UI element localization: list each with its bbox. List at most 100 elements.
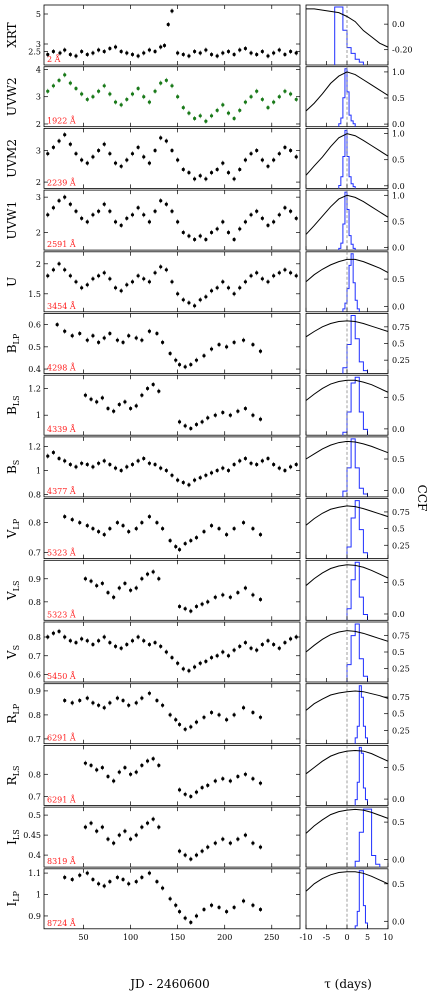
data-point: [83, 393, 88, 397]
data-point: [294, 462, 298, 467]
data-point: [277, 271, 281, 275]
time-tick-label: 100: [123, 933, 138, 942]
data-point: [142, 213, 146, 217]
data-point: [127, 882, 131, 886]
data-point: [85, 283, 89, 287]
data-point: [147, 515, 152, 519]
data-point: [108, 152, 112, 156]
data-point: [209, 524, 214, 528]
band-label: VS: [5, 645, 21, 660]
data-point: [151, 817, 155, 821]
data-point: [153, 271, 157, 275]
wavelength-label: 1922 Å: [47, 117, 76, 126]
y-tick-label: 0.8: [28, 711, 41, 720]
data-point: [232, 713, 236, 717]
data-point: [108, 92, 112, 96]
data-point: [140, 338, 144, 342]
data-point: [198, 234, 202, 238]
data-point: [249, 646, 253, 650]
y-tick-label: 0.8: [28, 491, 41, 500]
data-point: [85, 871, 89, 875]
data-point: [164, 468, 168, 473]
data-point: [266, 456, 270, 461]
data-point: [160, 340, 165, 344]
data-point: [96, 48, 101, 52]
ccf-curve: [305, 690, 389, 711]
data-point: [102, 884, 106, 888]
data-point: [176, 478, 180, 482]
ccf-tick-label: 0.0: [392, 795, 405, 804]
data-point: [153, 89, 157, 93]
data-point: [249, 51, 253, 55]
data-point: [215, 468, 219, 473]
data-point: [91, 527, 95, 531]
light-curve-frame: [43, 498, 301, 560]
data-point: [147, 642, 152, 647]
y-tick-label: 4: [36, 65, 41, 74]
data-point: [134, 833, 138, 837]
ccf-tick-label: -0.20: [392, 46, 413, 55]
tau-tick-label: -10: [300, 933, 313, 942]
data-point: [46, 89, 50, 93]
data-point: [226, 111, 231, 115]
data-point: [228, 841, 232, 845]
data-point: [142, 51, 146, 55]
data-point: [123, 400, 127, 404]
data-point: [127, 334, 131, 338]
data-point: [260, 642, 264, 647]
data-point: [80, 216, 84, 220]
y-tick-label: 3: [36, 93, 41, 102]
y-tick-label: 0.4: [28, 365, 41, 374]
data-point: [189, 920, 193, 924]
data-point: [232, 648, 236, 652]
data-point: [136, 145, 140, 149]
data-point: [204, 659, 208, 663]
data-point: [155, 331, 159, 336]
tau-tick-label: 10: [383, 933, 393, 942]
data-point: [192, 237, 197, 242]
wavelength-label: 5450 Å: [47, 672, 76, 681]
data-point: [174, 903, 178, 907]
data-point: [183, 365, 187, 369]
time-tick-label: 200: [217, 933, 232, 942]
y-tick-label: 2: [36, 178, 41, 187]
data-point: [91, 213, 95, 217]
data-point: [183, 607, 187, 611]
data-point: [147, 48, 152, 52]
time-tick-label: 50: [78, 933, 88, 942]
data-point: [113, 45, 118, 49]
light-curve-frame: [43, 745, 301, 806]
data-point: [189, 363, 193, 367]
data-point: [130, 152, 135, 156]
data-point: [74, 465, 78, 469]
data-point: [46, 213, 50, 217]
wavelength-label: 6291 Å: [47, 734, 76, 743]
data-point: [108, 527, 112, 531]
data-point: [288, 209, 293, 213]
data-point: [85, 639, 89, 643]
data-point: [226, 286, 231, 290]
data-point: [194, 853, 199, 857]
data-point: [147, 161, 152, 165]
data-point: [243, 772, 248, 776]
y-tick-label: 0.9: [28, 575, 41, 584]
ccf-curve: [305, 320, 389, 338]
data-point: [181, 52, 185, 57]
light-curve-frame: [43, 436, 301, 498]
panel-uvw2: UVW2 1922 Å 2 3 4 0.0 0.5 1.0: [5, 65, 405, 129]
band-label: VLS: [5, 581, 21, 601]
panel-uvw1: UVW1 2591 Å 2 3 0.0 0.5 1.0: [5, 189, 405, 252]
ccf-curve: [305, 564, 389, 586]
data-point: [85, 338, 89, 342]
data-point: [224, 910, 229, 914]
data-point: [78, 521, 82, 525]
data-point: [181, 167, 185, 172]
data-point: [119, 223, 123, 227]
data-point: [106, 837, 110, 841]
data-point: [181, 106, 185, 110]
data-point: [288, 271, 293, 275]
data-point: [272, 220, 276, 224]
data-point: [140, 521, 144, 525]
data-point: [136, 274, 140, 278]
y-tick-label: 1.5: [28, 290, 41, 299]
